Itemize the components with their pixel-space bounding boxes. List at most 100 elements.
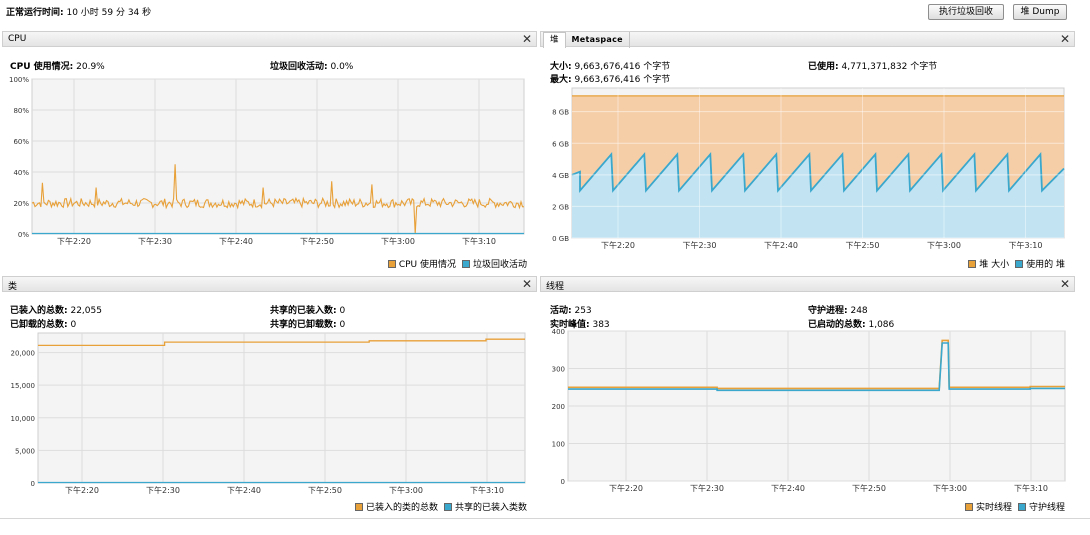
- heap-x-tick: 下午2:50: [846, 240, 880, 250]
- heap-x-tick: 下午3:10: [1009, 240, 1043, 250]
- heap-y-tick: 0 GB: [552, 235, 569, 243]
- cpu-panel-header: CPU ✕: [2, 31, 537, 47]
- perform-gc-button[interactable]: 执行垃圾回收: [928, 4, 1004, 20]
- heap-y-tick: 4 GB: [552, 172, 569, 180]
- classes-y-tick: 10,000: [11, 415, 36, 423]
- legend-cpu-usage: CPU 使用情况: [398, 260, 456, 270]
- cpu-x-tick: 下午3:10: [462, 236, 496, 246]
- cpu-x-tick: 下午3:00: [381, 236, 415, 246]
- classes-legend: 已装入的类的总数 共享的已装入类数: [349, 500, 527, 513]
- cpu-y-tick: 80%: [13, 107, 29, 115]
- legend-gc-activity: 垃圾回收活动: [472, 260, 527, 270]
- cpu-y-tick: 60%: [13, 138, 29, 146]
- legend-swatch-live-threads: [964, 502, 973, 511]
- legend-swatch-daemon-threads: [1017, 502, 1026, 511]
- cpu-x-tick: 下午2:50: [300, 236, 334, 246]
- classes-plot-area: [37, 332, 526, 484]
- legend-daemon-threads: 守护线程: [1028, 503, 1065, 513]
- threads-peak-stat: 实时峰值: 383: [550, 317, 610, 330]
- shared-loaded-value: 0: [339, 306, 346, 316]
- threads-y-tick: 300: [552, 366, 565, 374]
- heap-max-stat: 最大: 9,663,676,416 个字节: [550, 72, 670, 85]
- classes-chart: 下午2:20 下午2:30 下午2:40 下午2:50 下午3:00 下午3:10 0 5,0…: [11, 332, 526, 495]
- classes-x-tick: 下午2:40: [227, 485, 261, 495]
- heap-chart: 下午2:20 下午2:30 下午2:40 下午2:50 下午3:00 下午3:10 0 GB…: [552, 87, 1065, 250]
- threads-live-label: 活动:: [550, 306, 572, 316]
- threads-x-tick: 下午3:00: [933, 483, 967, 493]
- threads-panel-title: 线程: [546, 282, 565, 292]
- classes-y-tick: 15,000: [11, 382, 36, 390]
- legend-live-threads: 实时线程: [975, 503, 1012, 513]
- cpu-y-tick: 0%: [18, 231, 29, 239]
- classes-loaded-series-line: [38, 338, 525, 347]
- heap-y-tick: 8 GB: [552, 109, 569, 117]
- close-icon[interactable]: ✕: [521, 32, 532, 46]
- gc-activity-label: 垃圾回收活动:: [270, 62, 328, 72]
- threads-started-stat: 已启动的总数: 1,086: [808, 317, 894, 330]
- heap-panel: 堆 Metaspace ✕ 大小: 9,663,676,416 个字节 最大: …: [540, 31, 1075, 273]
- heap-max-value: 9,663,676,416 个字节: [574, 75, 671, 85]
- threads-peak-label: 实时峰值:: [550, 320, 590, 330]
- classes-y-tick: 0: [31, 480, 35, 488]
- cpu-usage-series-line: [31, 164, 525, 235]
- close-icon[interactable]: ✕: [1059, 32, 1070, 46]
- close-icon[interactable]: ✕: [521, 277, 532, 291]
- cpu-x-tick: 下午2:40: [219, 236, 253, 246]
- heap-x-tick: 下午3:00: [927, 240, 961, 250]
- heap-x-tick: 下午2:40: [764, 240, 798, 250]
- shared-unloaded-value: 0: [339, 320, 346, 330]
- uptime-label: 正常运行时间:: [6, 8, 64, 18]
- cpu-panel: CPU ✕ CPU 使用情况: 20.9% 垃圾回收活动: 0.0% 下午2:2…: [2, 31, 537, 273]
- classes-loaded-label: 已装入的总数:: [10, 306, 68, 316]
- threads-x-tick: 下午2:20: [609, 483, 643, 493]
- heap-x-tick: 下午2:30: [683, 240, 717, 250]
- threads-started-label: 已启动的总数:: [808, 320, 866, 330]
- classes-panel: 类 ✕ 已装入的总数: 22,055 已卸载的总数: 0 共享的已装入数: 0 …: [2, 276, 537, 516]
- heap-size-stat: 大小: 9,663,676,416 个字节: [550, 59, 670, 72]
- threads-live-value: 253: [574, 306, 592, 316]
- threads-y-tick: 100: [552, 441, 565, 449]
- heap-legend: 堆 大小 使用的 堆: [962, 257, 1065, 270]
- classes-y-tick: 5,000: [15, 447, 35, 455]
- shared-unloaded-label: 共享的已卸载数:: [270, 320, 337, 330]
- uptime-text: 正常运行时间: 10 小时 59 分 34 秒: [6, 5, 151, 18]
- classes-loaded-stat: 已装入的总数: 22,055: [10, 303, 102, 316]
- heap-dump-button[interactable]: 堆 Dump: [1013, 4, 1067, 20]
- threads-daemon-value: 248: [850, 306, 868, 316]
- heap-size-label: 大小:: [550, 62, 572, 72]
- threads-x-tick: 下午2:50: [852, 483, 886, 493]
- live-threads-series-line: [568, 339, 1065, 390]
- bottom-divider: [0, 518, 1090, 519]
- gc-activity-stat: 垃圾回收活动: 0.0%: [270, 59, 353, 72]
- heap-used-value: 4,771,371,832 个字节: [841, 62, 938, 72]
- tab-heap[interactable]: 堆: [543, 32, 566, 48]
- legend-heap-size: 堆 大小: [979, 260, 1010, 270]
- threads-panel: 线程 ✕ 活动: 253 实时峰值: 383 守护进程: 248 已启动的总数:…: [540, 276, 1075, 516]
- heap-max-label: 最大:: [550, 75, 572, 85]
- cpu-x-tick: 下午2:20: [57, 236, 91, 246]
- close-icon[interactable]: ✕: [1059, 277, 1070, 291]
- heap-y-tick: 6 GB: [552, 140, 569, 148]
- shared-loaded-label: 共享的已装入数:: [270, 306, 337, 316]
- threads-live-stat: 活动: 253: [550, 303, 592, 316]
- heap-used-stat: 已使用: 4,771,371,832 个字节: [808, 59, 937, 72]
- cpu-usage-value: 20.9%: [76, 62, 105, 72]
- tab-metaspace[interactable]: Metaspace: [566, 32, 630, 48]
- heap-panel-header: 堆 Metaspace ✕: [540, 31, 1075, 48]
- shared-unloaded-stat: 共享的已卸载数: 0: [270, 317, 345, 330]
- memory-tabs: 堆 Metaspace: [543, 32, 630, 48]
- legend-swatch-gc: [461, 259, 470, 268]
- threads-x-tick: 下午2:40: [771, 483, 805, 493]
- heap-y-tick: 2 GB: [552, 203, 569, 211]
- heap-size-value: 9,663,676,416 个字节: [574, 62, 671, 72]
- legend-swatch-heap-used: [1015, 259, 1024, 268]
- threads-panel-header: 线程 ✕: [540, 276, 1075, 292]
- classes-x-tick: 下午2:30: [146, 485, 180, 495]
- threads-daemon-label: 守护进程:: [808, 306, 848, 316]
- classes-unloaded-value: 0: [70, 320, 77, 330]
- threads-peak-value: 383: [592, 320, 610, 330]
- legend-swatch-shared-loaded: [443, 502, 452, 511]
- cpu-y-tick: 100%: [9, 76, 29, 84]
- classes-panel-title: 类: [8, 282, 18, 292]
- legend-swatch-classes-loaded: [354, 502, 363, 511]
